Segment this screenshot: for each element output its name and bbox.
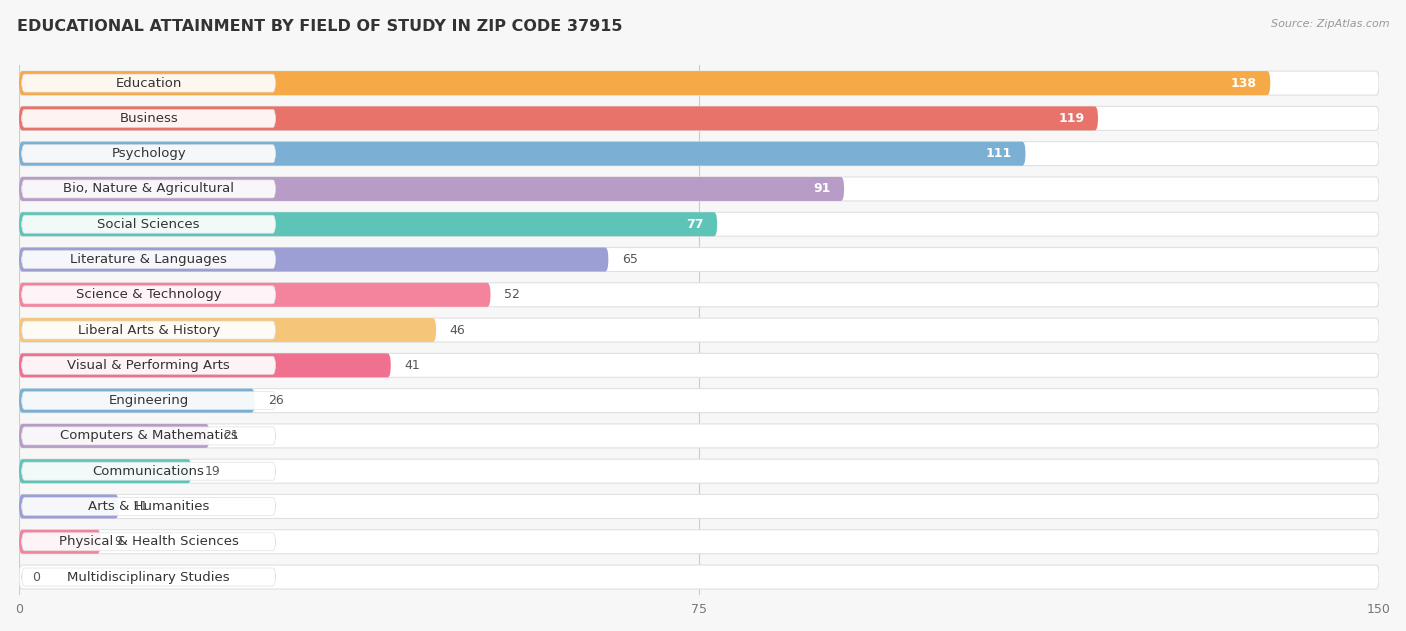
Text: 19: 19 (205, 464, 221, 478)
FancyBboxPatch shape (21, 392, 276, 410)
Text: 21: 21 (224, 430, 239, 442)
Text: 91: 91 (813, 182, 831, 196)
FancyBboxPatch shape (21, 462, 276, 480)
FancyBboxPatch shape (20, 389, 1379, 413)
FancyBboxPatch shape (20, 107, 1098, 131)
FancyBboxPatch shape (20, 71, 1379, 95)
FancyBboxPatch shape (21, 251, 276, 269)
FancyBboxPatch shape (21, 568, 276, 586)
FancyBboxPatch shape (20, 142, 1025, 166)
Text: Communications: Communications (93, 464, 205, 478)
FancyBboxPatch shape (20, 353, 1379, 377)
FancyBboxPatch shape (21, 74, 276, 92)
FancyBboxPatch shape (21, 180, 276, 198)
FancyBboxPatch shape (20, 177, 1379, 201)
FancyBboxPatch shape (20, 283, 491, 307)
Text: Psychology: Psychology (111, 147, 186, 160)
Text: 41: 41 (405, 359, 420, 372)
FancyBboxPatch shape (20, 424, 209, 448)
Text: 26: 26 (269, 394, 284, 407)
FancyBboxPatch shape (21, 286, 276, 304)
Text: Liberal Arts & History: Liberal Arts & History (77, 324, 219, 336)
Text: 11: 11 (132, 500, 148, 513)
Text: 138: 138 (1230, 76, 1257, 90)
FancyBboxPatch shape (20, 424, 1379, 448)
FancyBboxPatch shape (21, 144, 276, 163)
FancyBboxPatch shape (20, 318, 1379, 342)
Text: Education: Education (115, 76, 181, 90)
Text: 77: 77 (686, 218, 703, 231)
Text: 52: 52 (505, 288, 520, 301)
FancyBboxPatch shape (20, 142, 1379, 166)
FancyBboxPatch shape (20, 530, 101, 554)
FancyBboxPatch shape (20, 212, 1379, 236)
Text: 9: 9 (114, 535, 122, 548)
Text: 46: 46 (450, 324, 465, 336)
Text: Source: ZipAtlas.com: Source: ZipAtlas.com (1271, 19, 1389, 29)
FancyBboxPatch shape (21, 321, 276, 339)
Text: Computers & Mathematics: Computers & Mathematics (60, 430, 238, 442)
FancyBboxPatch shape (20, 212, 717, 236)
Text: Physical & Health Sciences: Physical & Health Sciences (59, 535, 239, 548)
Text: Arts & Humanities: Arts & Humanities (89, 500, 209, 513)
Text: 111: 111 (986, 147, 1012, 160)
FancyBboxPatch shape (20, 459, 1379, 483)
Text: 65: 65 (621, 253, 638, 266)
Text: Engineering: Engineering (108, 394, 188, 407)
FancyBboxPatch shape (20, 565, 1379, 589)
Text: 0: 0 (32, 570, 41, 584)
FancyBboxPatch shape (20, 495, 118, 519)
Text: 119: 119 (1059, 112, 1084, 125)
FancyBboxPatch shape (20, 318, 436, 342)
FancyBboxPatch shape (20, 107, 1379, 131)
Text: Visual & Performing Arts: Visual & Performing Arts (67, 359, 231, 372)
Text: Literature & Languages: Literature & Languages (70, 253, 228, 266)
Text: Multidisciplinary Studies: Multidisciplinary Studies (67, 570, 231, 584)
FancyBboxPatch shape (20, 530, 1379, 554)
FancyBboxPatch shape (20, 71, 1270, 95)
FancyBboxPatch shape (21, 497, 276, 516)
FancyBboxPatch shape (21, 357, 276, 374)
Text: Business: Business (120, 112, 179, 125)
FancyBboxPatch shape (20, 247, 609, 271)
FancyBboxPatch shape (20, 459, 191, 483)
FancyBboxPatch shape (20, 495, 1379, 519)
FancyBboxPatch shape (21, 427, 276, 445)
FancyBboxPatch shape (21, 109, 276, 127)
FancyBboxPatch shape (20, 389, 254, 413)
FancyBboxPatch shape (21, 533, 276, 551)
FancyBboxPatch shape (20, 283, 1379, 307)
Text: Science & Technology: Science & Technology (76, 288, 222, 301)
FancyBboxPatch shape (20, 177, 844, 201)
Text: EDUCATIONAL ATTAINMENT BY FIELD OF STUDY IN ZIP CODE 37915: EDUCATIONAL ATTAINMENT BY FIELD OF STUDY… (17, 19, 623, 34)
FancyBboxPatch shape (21, 215, 276, 233)
FancyBboxPatch shape (20, 353, 391, 377)
Text: Social Sciences: Social Sciences (97, 218, 200, 231)
FancyBboxPatch shape (20, 247, 1379, 271)
Text: Bio, Nature & Agricultural: Bio, Nature & Agricultural (63, 182, 235, 196)
